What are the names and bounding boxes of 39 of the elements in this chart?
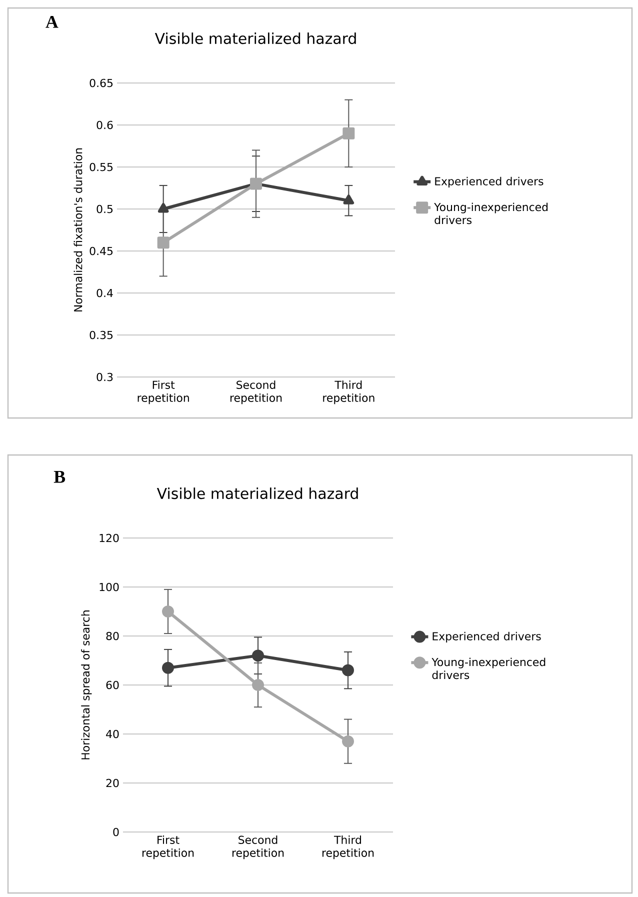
point [342, 127, 355, 140]
x-tick-label: First repetition [138, 380, 189, 404]
point [342, 664, 354, 676]
point [162, 605, 174, 618]
legend-label: Young-inexperienced drivers [432, 658, 546, 680]
y-axis-title: Horizontal spread of search [81, 610, 92, 760]
chart-title: Visible materialized hazard [156, 488, 358, 500]
y-tick-label: 0.45 [90, 246, 113, 256]
y-tick-label: 0.65 [90, 78, 113, 88]
point [342, 735, 354, 748]
point [157, 236, 170, 249]
text: B [54, 470, 66, 483]
y-tick-label: 0.5 [96, 204, 113, 214]
y-tick-label: 100 [100, 582, 119, 592]
point [252, 678, 264, 691]
y-tick-label: 0.35 [90, 330, 113, 340]
x-tick-label: First repetition [142, 836, 194, 860]
chart-title: Visible materialized hazard [154, 32, 356, 44]
y-tick-label: 40 [106, 730, 119, 738]
y-tick-label: 0.3 [96, 372, 113, 382]
x-tick-label: Second repetition [230, 380, 282, 404]
y-tick-label: 0 [113, 828, 119, 836]
legend-label: Experienced drivers [435, 176, 544, 188]
y-tick-label: 0.55 [90, 162, 113, 172]
y-tick-label: 20 [106, 778, 119, 788]
point [162, 662, 174, 674]
legend-label: Experienced drivers [432, 632, 541, 643]
point [252, 650, 264, 662]
legend-label: Young-inexperienced drivers [434, 202, 548, 224]
x-tick-label: Third repetition [322, 836, 374, 860]
x-tick-label: Third repetition [323, 380, 374, 404]
text: A [46, 16, 58, 28]
x-tick-label: Second repetition [232, 836, 284, 860]
y-tick-label: 0.4 [96, 288, 113, 298]
y-tick-label: 0.6 [96, 120, 113, 130]
y-tick-label: 60 [106, 680, 119, 690]
y-axis-title: Normalized fixation's duration [74, 148, 82, 312]
y-tick-label: 80 [106, 632, 119, 640]
y-tick-label: 120 [100, 534, 119, 542]
